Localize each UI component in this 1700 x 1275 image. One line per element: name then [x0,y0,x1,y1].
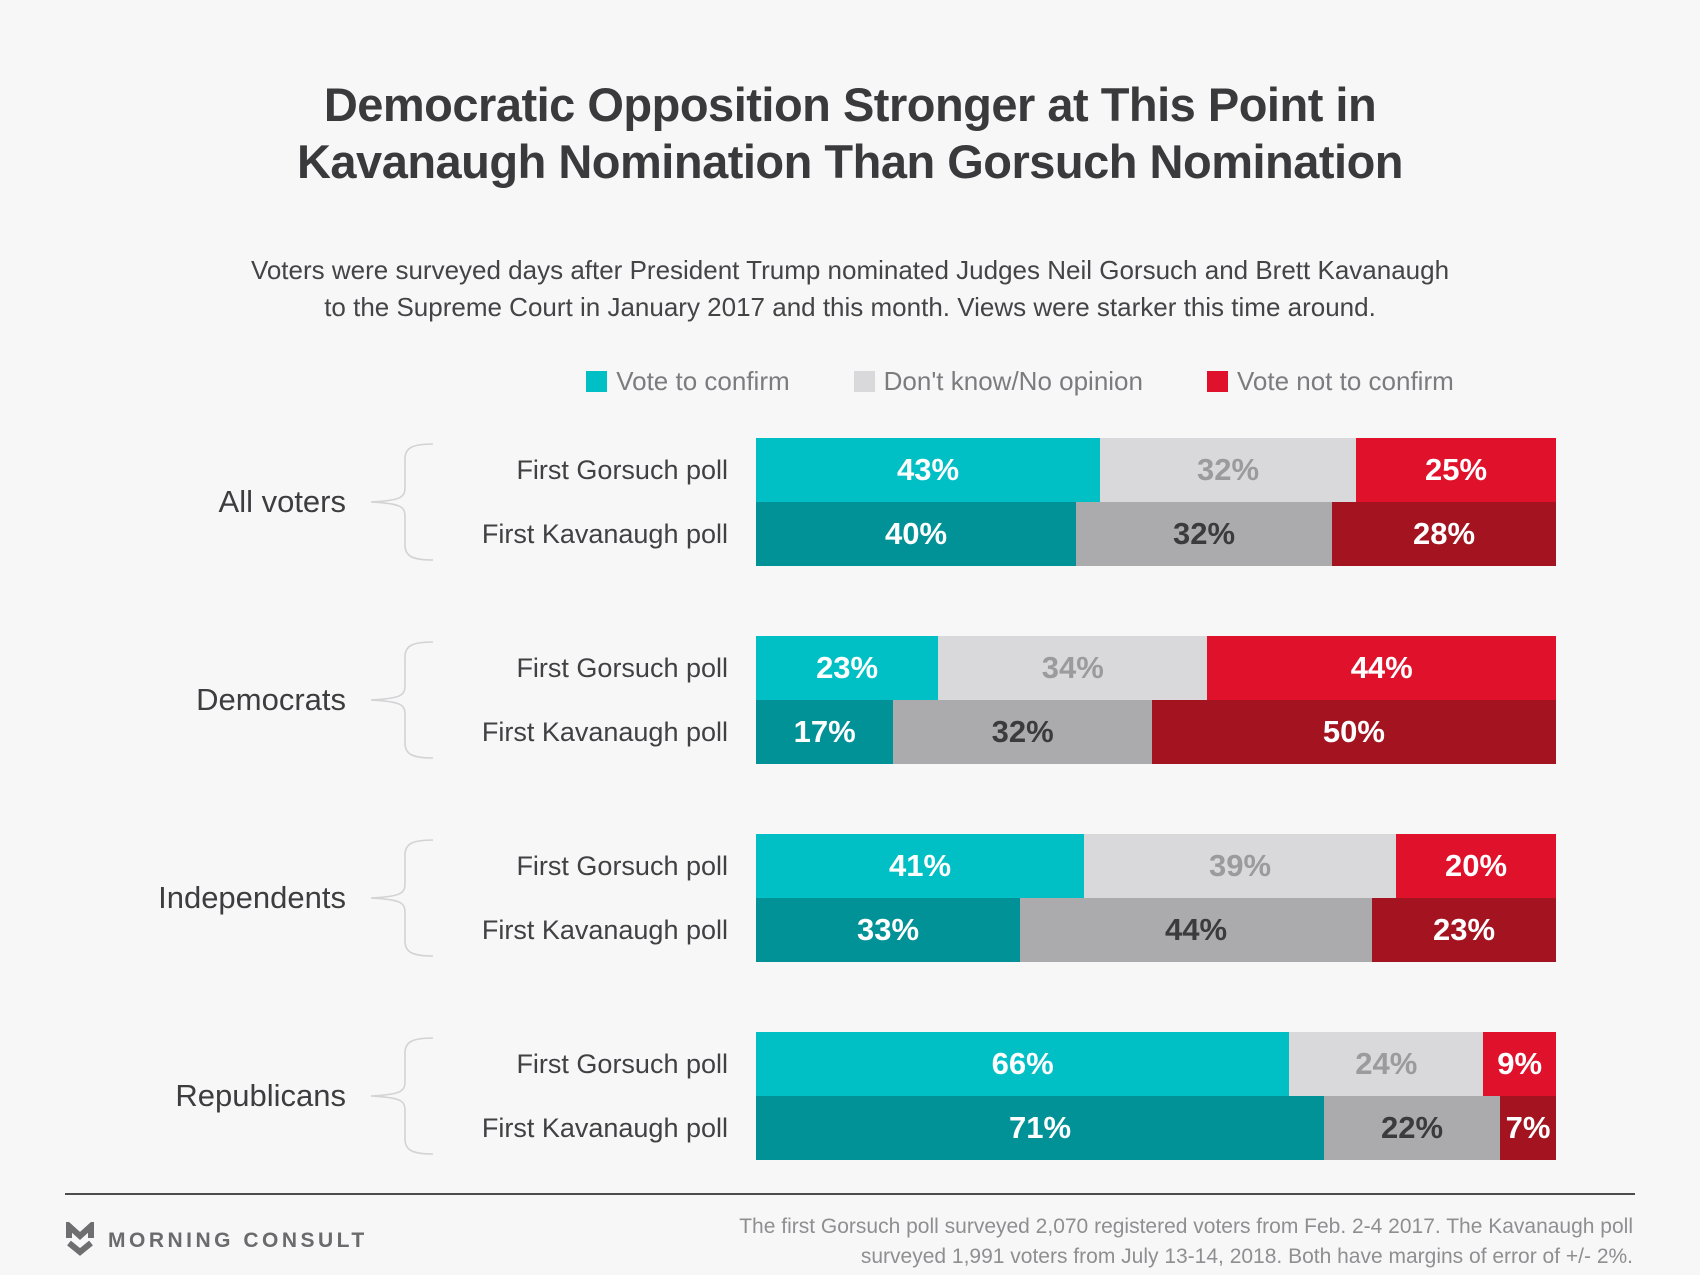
bar-segment-confirm: 66% [756,1032,1290,1096]
chart-subtitle: Voters were surveyed days after Presiden… [0,252,1700,326]
title-line-2: Kavanaugh Nomination Than Gorsuch Nomina… [296,135,1404,188]
bar-segment-dont-know: 34% [938,636,1208,700]
subtitle-line-2: to the Supreme Court in January 2017 and… [324,292,1376,322]
bar-segment-not-confirm: 44% [1207,636,1556,700]
bar-segment-dont-know: 24% [1289,1032,1484,1096]
row-label: First Kavanaugh poll [481,914,728,945]
stacked-bar: 33% 44% 23% [756,898,1556,962]
legend-swatch-teal [586,371,608,392]
bar-segment-dont-know: 32% [1100,438,1356,502]
bar-segment-not-confirm: 23% [1372,898,1556,962]
group-brace-icon [366,834,436,962]
page-title: Democratic Opposition Stronger at This P… [0,76,1700,190]
bar-segment-dont-know: 22% [1324,1096,1500,1160]
footer-divider [65,1193,1635,1195]
row-label: First Kavanaugh poll [481,518,728,549]
stacked-bar: 41% 39% 20% [756,834,1556,898]
group-label: All voters [218,484,346,519]
legend-item-not-confirm: Vote not to confirm [1206,366,1454,397]
bar-segment-confirm: 33% [756,898,1020,962]
group-brace-icon [366,1032,436,1160]
bar-row-kavanaugh: First Kavanaugh poll 40% 32% 28% [436,502,1700,566]
bar-group-republicans: Republicans First Gorsuch poll 66% 24% 9… [0,1032,1700,1160]
bar-group-all-voters: All voters First Gorsuch poll 43% 32% 25… [0,438,1700,566]
bar-segment-confirm: 71% [756,1096,1324,1160]
stacked-bar: 71% 22% 7% [756,1096,1556,1160]
bar-row-kavanaugh: First Kavanaugh poll 33% 44% 23% [436,898,1700,962]
legend-item-dont-know: Don't know/No opinion [853,366,1143,397]
bar-segment-confirm: 23% [756,636,939,700]
stacked-bar: 23% 34% 44% [756,636,1556,700]
group-brace-icon [366,636,436,764]
legend-label: Vote not to confirm [1236,366,1454,396]
bar-segment-not-confirm: 20% [1396,834,1556,898]
bar-segment-dont-know: 32% [893,700,1152,764]
title-line-1: Democratic Opposition Stronger at This P… [323,78,1377,131]
group-brace-icon [366,438,436,566]
source-note-line-2: surveyed 1,991 voters from July 13-14, 2… [860,1245,1633,1268]
group-label: Independents [158,880,346,915]
bar-segment-not-confirm: 7% [1500,1096,1556,1160]
chart-legend: Vote to confirm Don't know/No opinion Vo… [340,366,1700,397]
legend-swatch-gray [853,371,875,392]
bar-row-gorsuch: First Gorsuch poll 41% 39% 20% [436,834,1700,898]
source-note-line-1: The first Gorsuch poll surveyed 2,070 re… [739,1215,1633,1238]
row-label: First Kavanaugh poll [481,716,728,747]
bar-segment-confirm: 43% [756,438,1100,502]
logo-wordmark: MORNING CONSULT [108,1229,368,1252]
row-label: First Gorsuch poll [516,850,728,881]
bar-segment-confirm: 40% [756,502,1076,566]
bar-row-gorsuch: First Gorsuch poll 43% 32% 25% [436,438,1700,502]
source-note: The first Gorsuch poll surveyed 2,070 re… [733,1212,1633,1272]
bar-segment-confirm: 17% [756,700,894,764]
row-label: First Gorsuch poll [516,652,728,683]
stacked-bar: 40% 32% 28% [756,502,1556,566]
row-label: First Gorsuch poll [516,454,728,485]
row-label: First Kavanaugh poll [481,1112,728,1143]
bar-segment-not-confirm: 50% [1151,700,1556,764]
bar-segment-dont-know: 32% [1076,502,1332,566]
legend-swatch-red [1206,371,1228,392]
bar-group-independents: Independents First Gorsuch poll 41% 39% … [0,834,1700,962]
bar-segment-not-confirm: 25% [1356,438,1556,502]
stacked-bar: 17% 32% 50% [756,700,1556,764]
bar-segment-not-confirm: 9% [1483,1032,1556,1096]
bar-row-gorsuch: First Gorsuch poll 66% 24% 9% [436,1032,1700,1096]
group-label: Democrats [196,682,346,717]
group-label: Republicans [175,1078,346,1113]
bar-segment-dont-know: 39% [1084,834,1396,898]
bar-row-gorsuch: First Gorsuch poll 23% 34% 44% [436,636,1700,700]
stacked-bar: 66% 24% 9% [756,1032,1556,1096]
legend-item-confirm: Vote to confirm [586,366,790,397]
row-label: First Gorsuch poll [516,1048,728,1079]
legend-label: Don't know/No opinion [883,366,1143,396]
bar-segment-dont-know: 44% [1020,898,1372,962]
bar-row-kavanaugh: First Kavanaugh poll 71% 22% 7% [436,1096,1700,1160]
bar-segment-not-confirm: 28% [1332,502,1556,566]
morning-consult-logo: MORNING CONSULT [64,1218,368,1262]
legend-label: Vote to confirm [616,366,790,396]
stacked-bar: 43% 32% 25% [756,438,1556,502]
bar-segment-confirm: 41% [756,834,1084,898]
bar-row-kavanaugh: First Kavanaugh poll 17% 32% 50% [436,700,1700,764]
morning-consult-m-icon [64,1218,96,1261]
subtitle-line-1: Voters were surveyed days after Presiden… [250,255,1450,285]
bar-group-democrats: Democrats First Gorsuch poll 23% 34% 44%… [0,636,1700,764]
